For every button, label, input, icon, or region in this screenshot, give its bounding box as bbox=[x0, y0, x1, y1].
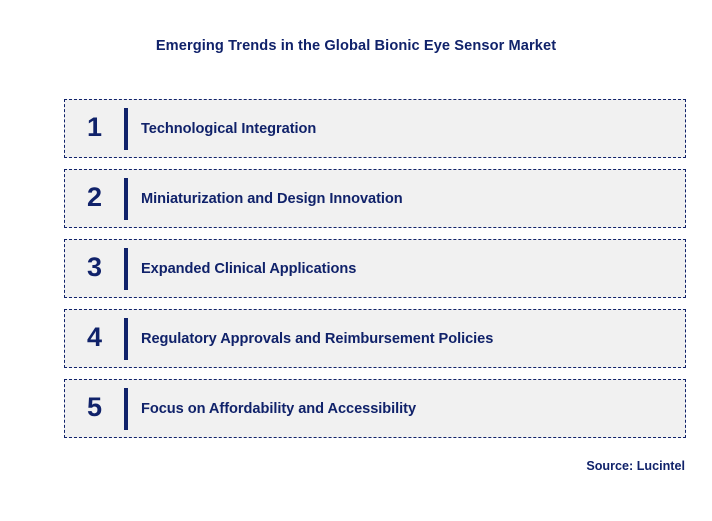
list-item: 4 Regulatory Approvals and Reimbursement… bbox=[64, 309, 686, 368]
trend-number: 1 bbox=[86, 112, 103, 142]
trend-list: 1 Technological Integration 2 Miniaturiz… bbox=[64, 99, 686, 449]
trend-label: Technological Integration bbox=[141, 120, 317, 137]
list-item: 1 Technological Integration bbox=[64, 99, 686, 158]
source-attribution: Source: Lucintel bbox=[586, 459, 685, 473]
trend-label: Miniaturization and Design Innovation bbox=[141, 190, 403, 207]
vertical-divider-icon bbox=[124, 107, 128, 150]
list-item: 3 Expanded Clinical Applications bbox=[64, 239, 686, 298]
list-item: 5 Focus on Affordability and Accessibili… bbox=[64, 379, 686, 438]
trend-label: Regulatory Approvals and Reimbursement P… bbox=[141, 330, 494, 347]
vertical-divider-icon bbox=[124, 177, 128, 220]
vertical-divider-icon bbox=[124, 247, 128, 290]
trend-label: Expanded Clinical Applications bbox=[141, 260, 357, 277]
page-title: Emerging Trends in the Global Bionic Eye… bbox=[155, 38, 557, 54]
trend-number: 2 bbox=[86, 182, 103, 212]
trend-number: 3 bbox=[86, 252, 103, 282]
trend-number: 5 bbox=[86, 392, 103, 422]
trend-number: 4 bbox=[86, 322, 103, 352]
vertical-divider-icon bbox=[124, 387, 128, 430]
trend-label: Focus on Affordability and Accessibility bbox=[141, 400, 417, 417]
vertical-divider-icon bbox=[124, 317, 128, 360]
list-item: 2 Miniaturization and Design Innovation bbox=[64, 169, 686, 228]
